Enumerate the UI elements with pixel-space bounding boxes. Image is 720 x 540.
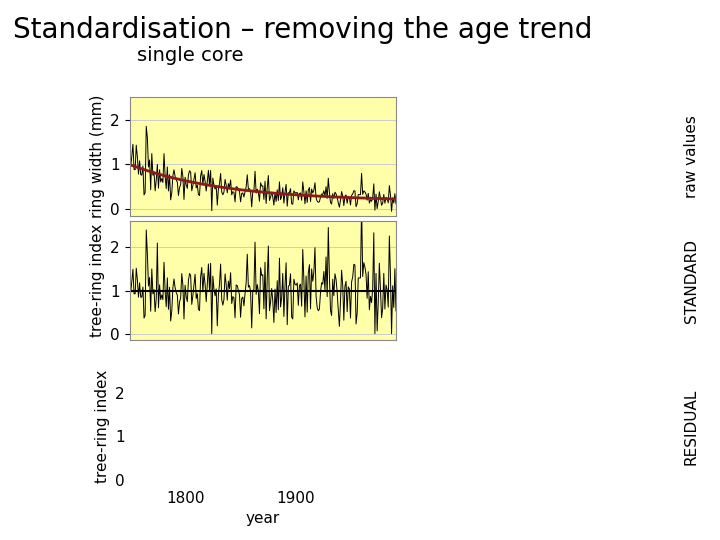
Text: single core: single core (137, 46, 243, 65)
Y-axis label: tree-ring index: tree-ring index (94, 370, 109, 483)
Y-axis label: ring width (mm): ring width (mm) (90, 95, 104, 218)
X-axis label: year: year (246, 511, 280, 526)
Text: STANDARD: STANDARD (684, 239, 698, 323)
Y-axis label: tree-ring index: tree-ring index (90, 224, 104, 338)
Text: raw values: raw values (684, 115, 698, 198)
Text: RESIDUAL: RESIDUAL (684, 388, 698, 465)
Text: Standardisation – removing the age trend: Standardisation – removing the age trend (13, 16, 592, 44)
